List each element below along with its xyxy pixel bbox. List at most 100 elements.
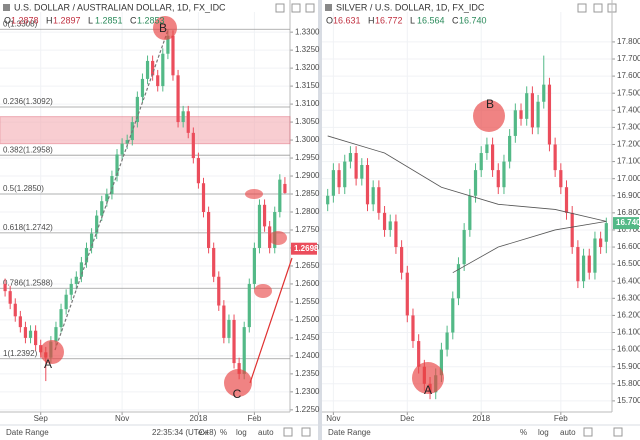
window-icon[interactable] — [291, 3, 301, 13]
y-tick-label: 17.100 — [617, 157, 640, 166]
candle-body — [604, 223, 608, 242]
highlight-ellipse — [254, 284, 272, 298]
candle-body — [140, 78, 145, 97]
highlight-ellipse — [245, 189, 263, 199]
y-tick-label: 1.2300 — [295, 387, 320, 396]
candle-body — [201, 183, 206, 212]
ohlc-value: 16.631 — [333, 15, 361, 25]
settings-icon[interactable] — [583, 427, 593, 437]
window-icon[interactable] — [275, 3, 285, 13]
y-tick-label: 16.400 — [617, 276, 640, 285]
settings-icon[interactable] — [283, 427, 293, 437]
y-tick-label: 1.2350 — [295, 369, 320, 378]
x-tick-label: Feb — [554, 414, 568, 423]
candle-body — [176, 75, 180, 123]
symbol-icon — [325, 4, 332, 11]
candle-body — [337, 170, 341, 188]
auto-button[interactable]: auto — [258, 428, 274, 437]
date-range-button[interactable]: Date Range — [328, 428, 371, 437]
y-tick-label: 17.200 — [617, 140, 640, 149]
annotation: A — [44, 357, 52, 371]
candle-body — [365, 164, 370, 205]
auto-button[interactable]: auto — [560, 428, 576, 437]
candle-body — [581, 255, 586, 282]
candle-body — [445, 332, 449, 350]
window-icon[interactable] — [593, 3, 603, 13]
candle-body — [593, 238, 597, 273]
ohlc-value: 16.564 — [417, 15, 445, 25]
y-tick-label: 1.2500 — [295, 315, 320, 324]
annotation: B — [486, 97, 494, 111]
candle-body — [18, 316, 22, 328]
settings-icon[interactable] — [301, 427, 311, 437]
y-tick-label: 17.500 — [617, 88, 640, 97]
ohlc-value: 1.2851 — [95, 15, 123, 25]
candle-body — [490, 144, 495, 171]
y-tick-label: 1.3050 — [295, 117, 320, 126]
candle-body — [191, 132, 195, 159]
candle-body — [417, 341, 421, 367]
y-tick-label: 1.2900 — [295, 171, 320, 180]
candle-body — [161, 53, 165, 87]
ohlc-value: 16.772 — [375, 15, 403, 25]
candle-body — [196, 158, 201, 184]
annotation: A — [424, 383, 432, 397]
candle-body — [456, 264, 461, 299]
percent-button[interactable]: % — [220, 428, 227, 437]
percent-button[interactable]: % — [520, 428, 527, 437]
ohlc-name: O — [326, 15, 333, 25]
y-tick-label: 1.3000 — [295, 135, 320, 144]
candle-body — [166, 35, 170, 54]
candle-body — [371, 187, 375, 205]
highlight-circle — [412, 362, 444, 394]
log-button[interactable]: log — [236, 428, 247, 437]
highlight-circle — [153, 16, 177, 40]
fib-label: 0.786(1.2588) — [3, 278, 53, 287]
x-tick-label: Dec — [400, 414, 414, 423]
highlight-ellipse — [269, 231, 287, 245]
window-icon[interactable] — [305, 3, 315, 13]
candle-body — [222, 305, 226, 338]
x-tick-label: Nov — [115, 414, 129, 423]
candle-body — [411, 315, 415, 342]
candle-body — [599, 238, 603, 248]
date-range-button[interactable]: Date Range — [6, 428, 49, 437]
y-tick-label: 1.2550 — [295, 297, 320, 306]
candle-body — [13, 303, 17, 317]
candle-body — [513, 110, 517, 136]
fib-label: 0.236(1.3092) — [3, 97, 53, 106]
annotation: C — [233, 387, 242, 401]
candle-body — [252, 247, 256, 284]
window-icon[interactable] — [577, 3, 587, 13]
y-tick-label: 1.2750 — [295, 225, 320, 234]
ohlc-name: L — [88, 15, 93, 25]
fib-label: 0.5(1.2850) — [3, 184, 44, 193]
zone — [0, 116, 291, 145]
candle-body — [145, 60, 150, 79]
x-tick-label: Feb — [247, 414, 261, 423]
ohlc-value: 1.2853 — [137, 15, 165, 25]
y-tick-label: 1.2400 — [295, 351, 320, 360]
candle-body — [530, 93, 534, 128]
ohlc-value: 1.2897 — [53, 15, 81, 25]
candle-body — [79, 262, 84, 277]
settings-icon[interactable] — [613, 427, 623, 437]
highlight-circle — [473, 100, 505, 132]
candle-body — [559, 170, 563, 188]
y-tick-label: 1.2600 — [295, 279, 320, 288]
candle-body — [232, 319, 236, 364]
candle-body — [502, 161, 506, 188]
candle-body — [587, 255, 591, 273]
ext-button[interactable]: ext — [198, 428, 209, 437]
candle-body — [120, 143, 124, 155]
settings-icons — [275, 3, 623, 437]
moving-average — [452, 221, 607, 274]
candle-body — [151, 60, 155, 76]
y-tick-label: 16.200 — [617, 311, 640, 320]
y-tick-label: 15.700 — [617, 396, 640, 405]
candle-body — [439, 349, 444, 376]
last-price-label: 1.2698 — [294, 244, 319, 253]
chart-title: U.S. DOLLAR / AUSTRALIAN DOLLAR, 1D, FX_… — [14, 2, 226, 12]
log-button[interactable]: log — [538, 428, 549, 437]
